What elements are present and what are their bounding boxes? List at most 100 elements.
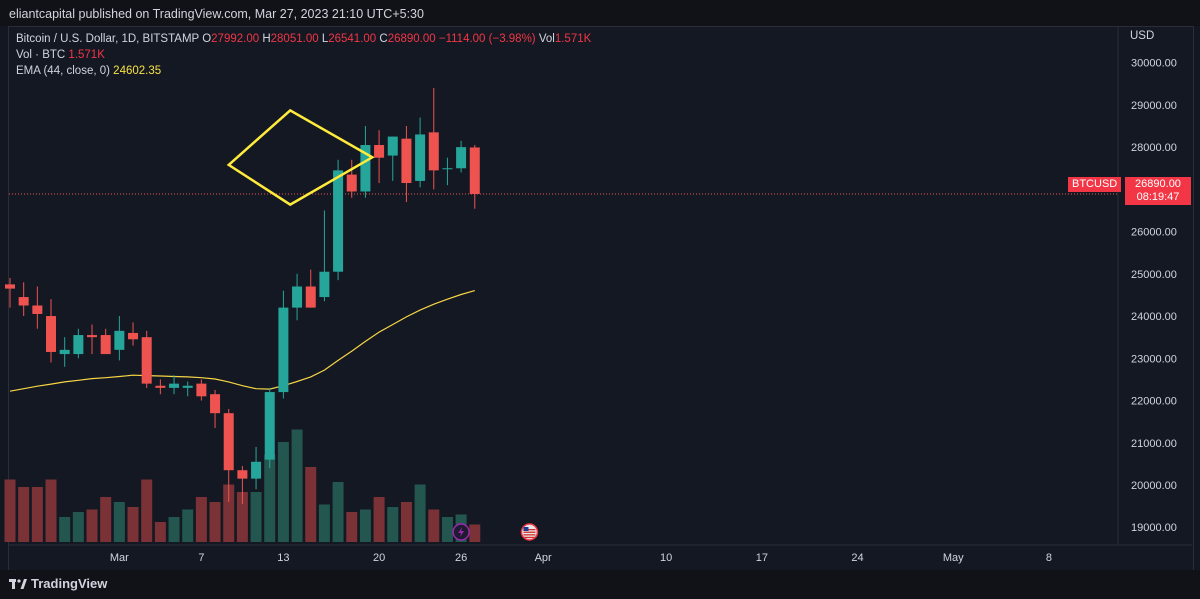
volume-bar <box>414 484 426 542</box>
price-tick-label: 28000.00 <box>1131 142 1177 154</box>
publish-bar: eliantcapital published on TradingView.c… <box>0 0 1200 26</box>
volume-bar <box>387 507 399 542</box>
volume-bar <box>236 492 248 542</box>
volume-bar <box>127 507 139 542</box>
volume-bar <box>305 467 317 542</box>
candle-body <box>237 470 248 479</box>
candle-body <box>128 332 139 340</box>
price-tick-label: 22000.00 <box>1131 396 1177 408</box>
volume-bar <box>45 479 57 542</box>
ema-line <box>9 290 475 392</box>
candle-body <box>182 385 193 388</box>
flag-stripe <box>523 534 536 536</box>
close-value: 26890.00 <box>387 33 436 45</box>
volume-bar <box>86 509 98 542</box>
volume-bar <box>359 509 371 542</box>
volume-bar <box>59 517 71 542</box>
candle-body <box>251 461 262 479</box>
symbol-title: Bitcoin / U.S. Dollar, 1D, BITSTAMP <box>16 33 199 45</box>
time-tick-label: 26 <box>455 552 467 564</box>
price-tick-label: 23000.00 <box>1131 353 1177 365</box>
tradingview-logo-icon <box>9 578 27 589</box>
candle-body <box>346 174 357 192</box>
candle-body <box>59 349 70 355</box>
last-price-tag: 26890.00 08:19:47 <box>1125 177 1191 205</box>
candle-body <box>278 307 289 393</box>
price-tick-label: 29000.00 <box>1131 100 1177 112</box>
candle-body <box>401 138 412 184</box>
volume-bar <box>18 487 30 542</box>
legend-main: Bitcoin / U.S. Dollar, 1D, BITSTAMP O279… <box>16 33 591 45</box>
legend-ema: EMA (44, close, 0) 24602.35 <box>16 65 161 77</box>
flag-stripe <box>523 536 536 539</box>
volume-bar <box>72 512 84 542</box>
currency-label: USD <box>1130 30 1155 42</box>
volume-bar <box>277 442 289 542</box>
candle-body <box>415 134 426 181</box>
candle-body <box>374 145 385 158</box>
low-value: 26541.00 <box>328 33 377 45</box>
time-tick-label: 10 <box>660 552 672 564</box>
candle-body <box>5 284 15 289</box>
candle-body <box>196 383 207 397</box>
tradingview-brand: TradingView <box>31 576 108 591</box>
candle-body <box>223 413 234 471</box>
last-price-value: 26890.00 <box>1135 178 1181 190</box>
volume-bar <box>346 512 358 542</box>
candle-body <box>469 147 480 195</box>
volume-bar <box>250 492 262 542</box>
candle-body <box>333 170 344 272</box>
volume-bar <box>332 482 344 542</box>
price-tick-label: 21000.00 <box>1131 438 1177 450</box>
time-tick-label: May <box>943 552 964 564</box>
symbol-tag: BTCUSD <box>1068 177 1122 192</box>
candle-body <box>428 132 439 171</box>
volume-bar <box>264 454 276 542</box>
candle-body <box>141 337 152 384</box>
volume-bar <box>141 479 153 542</box>
candle-body <box>155 385 166 388</box>
candle-body <box>73 335 84 355</box>
candle-body <box>292 286 303 308</box>
time-tick-label: 24 <box>851 552 863 564</box>
open-value: 27992.00 <box>211 33 260 45</box>
candle-body <box>169 383 180 388</box>
lightning-glyph <box>458 527 465 537</box>
ema-label: EMA (44, close, 0) <box>16 65 110 77</box>
volume-bar <box>168 517 180 542</box>
high-label: H <box>262 33 271 45</box>
volume-bar <box>469 524 481 542</box>
candle-body <box>360 145 371 192</box>
legend-volume: Vol · BTC 1.571K <box>16 49 105 61</box>
flag-stripe <box>523 531 536 533</box>
volume-bar <box>31 487 43 542</box>
volume-bar <box>154 522 166 542</box>
candle-body <box>442 168 453 170</box>
candle-body <box>114 330 125 350</box>
time-tick-label: 20 <box>373 552 385 564</box>
candle-body <box>210 394 221 414</box>
close-label: C <box>379 33 388 45</box>
open-label: O <box>202 33 212 45</box>
time-tick-label: 8 <box>1046 552 1052 564</box>
candle-body <box>319 271 330 298</box>
volume-bar <box>400 502 412 542</box>
chart-pane[interactable] <box>8 26 1194 571</box>
volume-bar <box>223 484 235 542</box>
volume-bar <box>182 509 194 542</box>
candle-body <box>305 286 316 308</box>
time-tick-label: Apr <box>535 552 552 564</box>
volume-bar <box>4 479 16 542</box>
time-tick-label: Mar <box>110 552 129 564</box>
volume-bar <box>113 502 125 542</box>
footer-bar <box>0 570 1200 599</box>
tradingview-logo[interactable]: TradingView <box>9 576 107 591</box>
price-tick-label: 30000.00 <box>1131 58 1177 70</box>
diamond-pattern <box>226 108 375 207</box>
volume-bar <box>441 517 453 542</box>
price-tick-label: 24000.00 <box>1131 311 1177 323</box>
candle-body <box>387 136 398 156</box>
volume-bar <box>373 497 385 542</box>
candle-body <box>18 297 29 306</box>
